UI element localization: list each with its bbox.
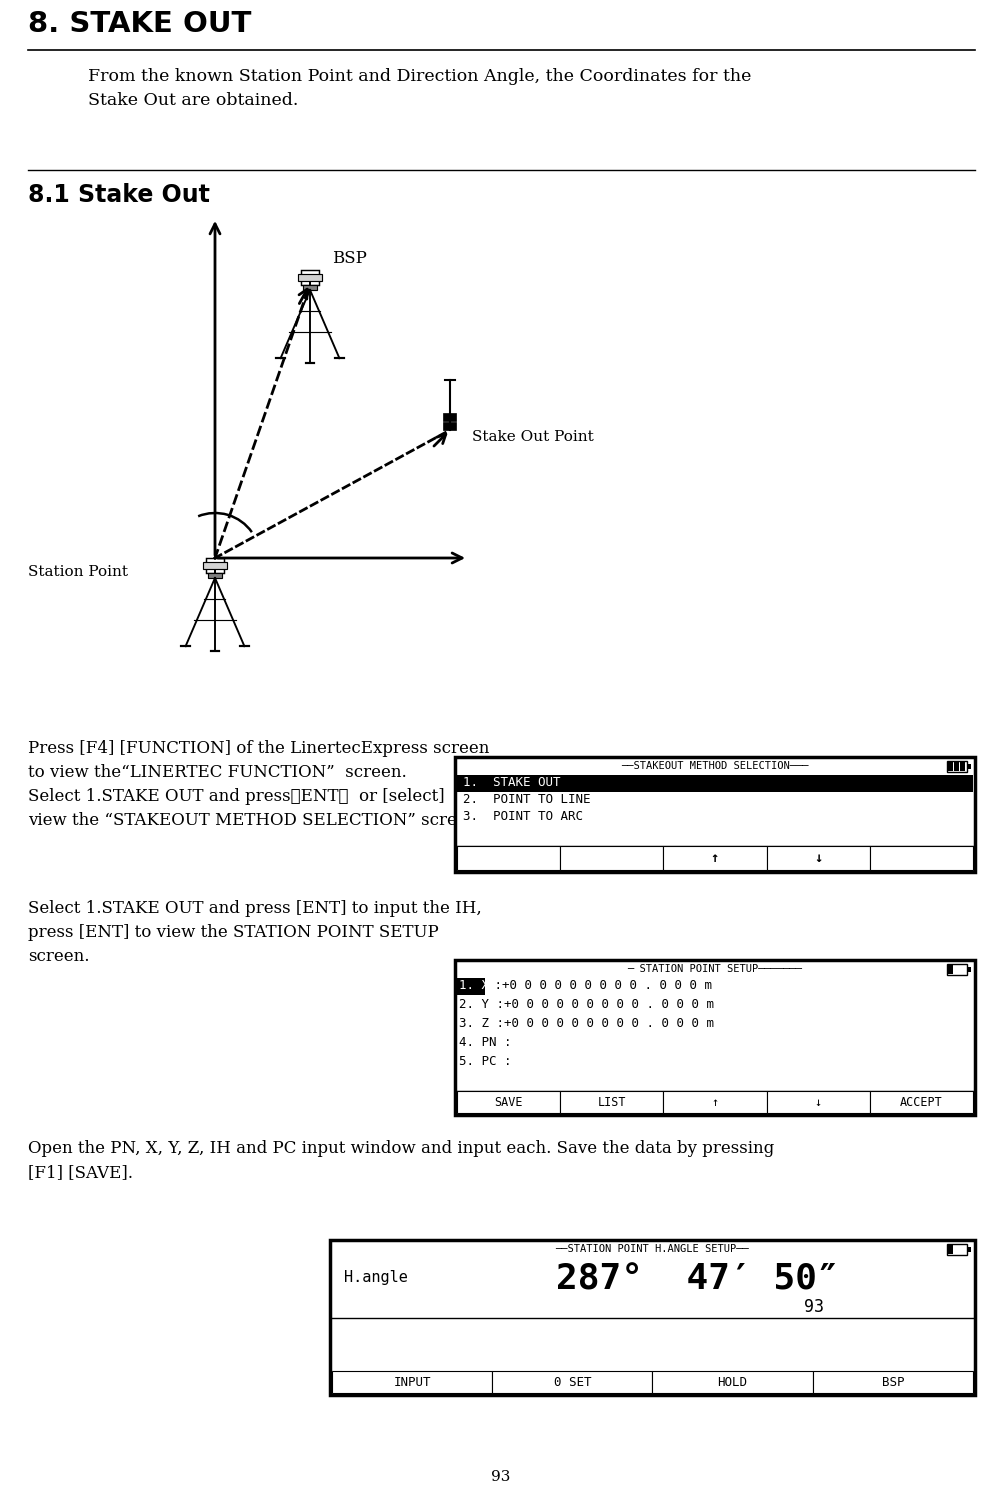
Bar <box>213 565 216 572</box>
Bar <box>663 846 767 870</box>
Bar <box>457 775 973 792</box>
Text: SAVE: SAVE <box>494 1095 523 1109</box>
Text: 287°  47′ 50″: 287° 47′ 50″ <box>556 1262 839 1295</box>
Bar <box>443 412 450 421</box>
Bar <box>307 278 314 281</box>
Bar <box>207 572 222 578</box>
Bar <box>663 1091 767 1113</box>
Bar <box>967 1247 971 1252</box>
Bar <box>870 846 973 870</box>
Text: ──STATION POINT H.ANGLE SETUP──: ──STATION POINT H.ANGLE SETUP── <box>556 1245 749 1253</box>
Bar <box>960 762 965 771</box>
Text: 0 SET: 0 SET <box>554 1376 591 1388</box>
Bar <box>455 757 975 872</box>
Text: 4. PN :: 4. PN : <box>459 1035 511 1049</box>
Bar <box>332 1371 492 1392</box>
Text: 5. PC :: 5. PC : <box>459 1055 511 1068</box>
Bar <box>457 1091 560 1113</box>
Bar <box>303 285 318 290</box>
Text: BSP: BSP <box>332 249 367 267</box>
Bar <box>948 1245 953 1253</box>
Bar <box>948 965 953 974</box>
Text: Open the PN, X, Y, Z, IH and PC input window and input each. Save the data by pr: Open the PN, X, Y, Z, IH and PC input wi… <box>28 1140 775 1182</box>
Bar <box>767 1091 870 1113</box>
Bar <box>455 961 975 1115</box>
Bar <box>492 1371 652 1392</box>
Text: Select 1.STAKE OUT and press [ENT] to input the IH,
press [ENT] to view the STAT: Select 1.STAKE OUT and press [ENT] to in… <box>28 899 482 965</box>
Bar <box>203 562 226 569</box>
Bar <box>450 412 457 421</box>
Bar <box>309 278 312 285</box>
Bar <box>211 566 218 569</box>
Bar <box>450 421 457 430</box>
Text: :+0 0 0 0 0 0 0 0 0 . 0 0 0 m: :+0 0 0 0 0 0 0 0 0 . 0 0 0 m <box>487 979 712 992</box>
Bar <box>767 846 870 870</box>
Bar <box>457 979 485 995</box>
Text: HOLD: HOLD <box>717 1376 747 1388</box>
Bar <box>299 275 322 281</box>
Text: ↓: ↓ <box>814 852 823 865</box>
Bar <box>652 1371 813 1392</box>
Text: 8.1 Stake Out: 8.1 Stake Out <box>28 182 209 208</box>
Bar <box>443 421 450 430</box>
Text: ──STAKEOUT METHOD SELECTION───: ──STAKEOUT METHOD SELECTION─── <box>621 760 809 771</box>
Text: ACCEPT: ACCEPT <box>900 1095 943 1109</box>
Bar <box>947 964 967 976</box>
Bar <box>301 270 320 285</box>
Text: ─ STATION POINT SETUP───────: ─ STATION POINT SETUP─────── <box>627 964 803 974</box>
Text: Press [F4] [FUNCTION] of the LinertecExpress screen
to view the“LINERTEC FUNCTIO: Press [F4] [FUNCTION] of the LinertecExp… <box>28 740 489 829</box>
Bar <box>947 760 967 772</box>
Bar <box>967 967 971 973</box>
Text: H.angle: H.angle <box>344 1270 408 1285</box>
Bar <box>560 846 663 870</box>
Text: 3. Z :+0 0 0 0 0 0 0 0 0 . 0 0 0 m: 3. Z :+0 0 0 0 0 0 0 0 0 . 0 0 0 m <box>459 1017 714 1029</box>
Text: 3.  POINT TO ARC: 3. POINT TO ARC <box>463 810 583 823</box>
Text: Stake Out Point: Stake Out Point <box>472 430 594 444</box>
Text: 1.  STAKE OUT: 1. STAKE OUT <box>463 775 560 789</box>
Bar <box>948 762 953 771</box>
Text: From the known Station Point and Direction Angle, the Coordinates for the
Stake : From the known Station Point and Directi… <box>88 69 752 109</box>
Bar <box>947 1245 967 1255</box>
Text: 93: 93 <box>491 1470 511 1484</box>
Text: BSP: BSP <box>882 1376 904 1388</box>
Bar <box>813 1371 973 1392</box>
Text: INPUT: INPUT <box>394 1376 431 1388</box>
Bar <box>870 1091 973 1113</box>
Text: 1. X: 1. X <box>459 979 489 992</box>
Text: 93: 93 <box>804 1298 824 1316</box>
Bar <box>954 762 959 771</box>
Bar <box>560 1091 663 1113</box>
Text: 2. Y :+0 0 0 0 0 0 0 0 0 . 0 0 0 m: 2. Y :+0 0 0 0 0 0 0 0 0 . 0 0 0 m <box>459 998 714 1011</box>
Bar <box>205 557 224 572</box>
Bar <box>457 846 560 870</box>
Text: ↑: ↑ <box>710 852 719 865</box>
Text: Station Point: Station Point <box>28 565 128 580</box>
Text: LIST: LIST <box>597 1095 626 1109</box>
Text: 2.  POINT TO LINE: 2. POINT TO LINE <box>463 793 590 805</box>
Text: 8. STAKE OUT: 8. STAKE OUT <box>28 10 252 37</box>
Text: ↑: ↑ <box>711 1095 718 1109</box>
Text: ↓: ↓ <box>815 1095 822 1109</box>
Bar <box>330 1240 975 1395</box>
Bar <box>967 763 971 769</box>
